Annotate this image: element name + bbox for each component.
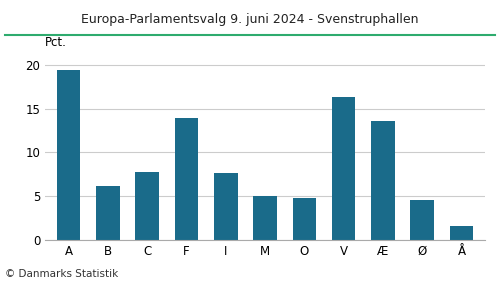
Bar bbox=[450, 226, 473, 240]
Bar bbox=[174, 118, 198, 240]
Bar bbox=[292, 198, 316, 240]
Bar bbox=[57, 70, 80, 240]
Text: Europa-Parlamentsvalg 9. juni 2024 - Svenstruphallen: Europa-Parlamentsvalg 9. juni 2024 - Sve… bbox=[81, 13, 419, 26]
Bar bbox=[136, 172, 159, 240]
Text: © Danmarks Statistik: © Danmarks Statistik bbox=[5, 269, 118, 279]
Bar bbox=[214, 173, 238, 240]
Bar bbox=[332, 97, 355, 240]
Bar bbox=[253, 196, 277, 240]
Bar bbox=[96, 186, 120, 240]
Bar bbox=[371, 121, 394, 240]
Bar bbox=[410, 200, 434, 240]
Text: Pct.: Pct. bbox=[45, 36, 67, 49]
